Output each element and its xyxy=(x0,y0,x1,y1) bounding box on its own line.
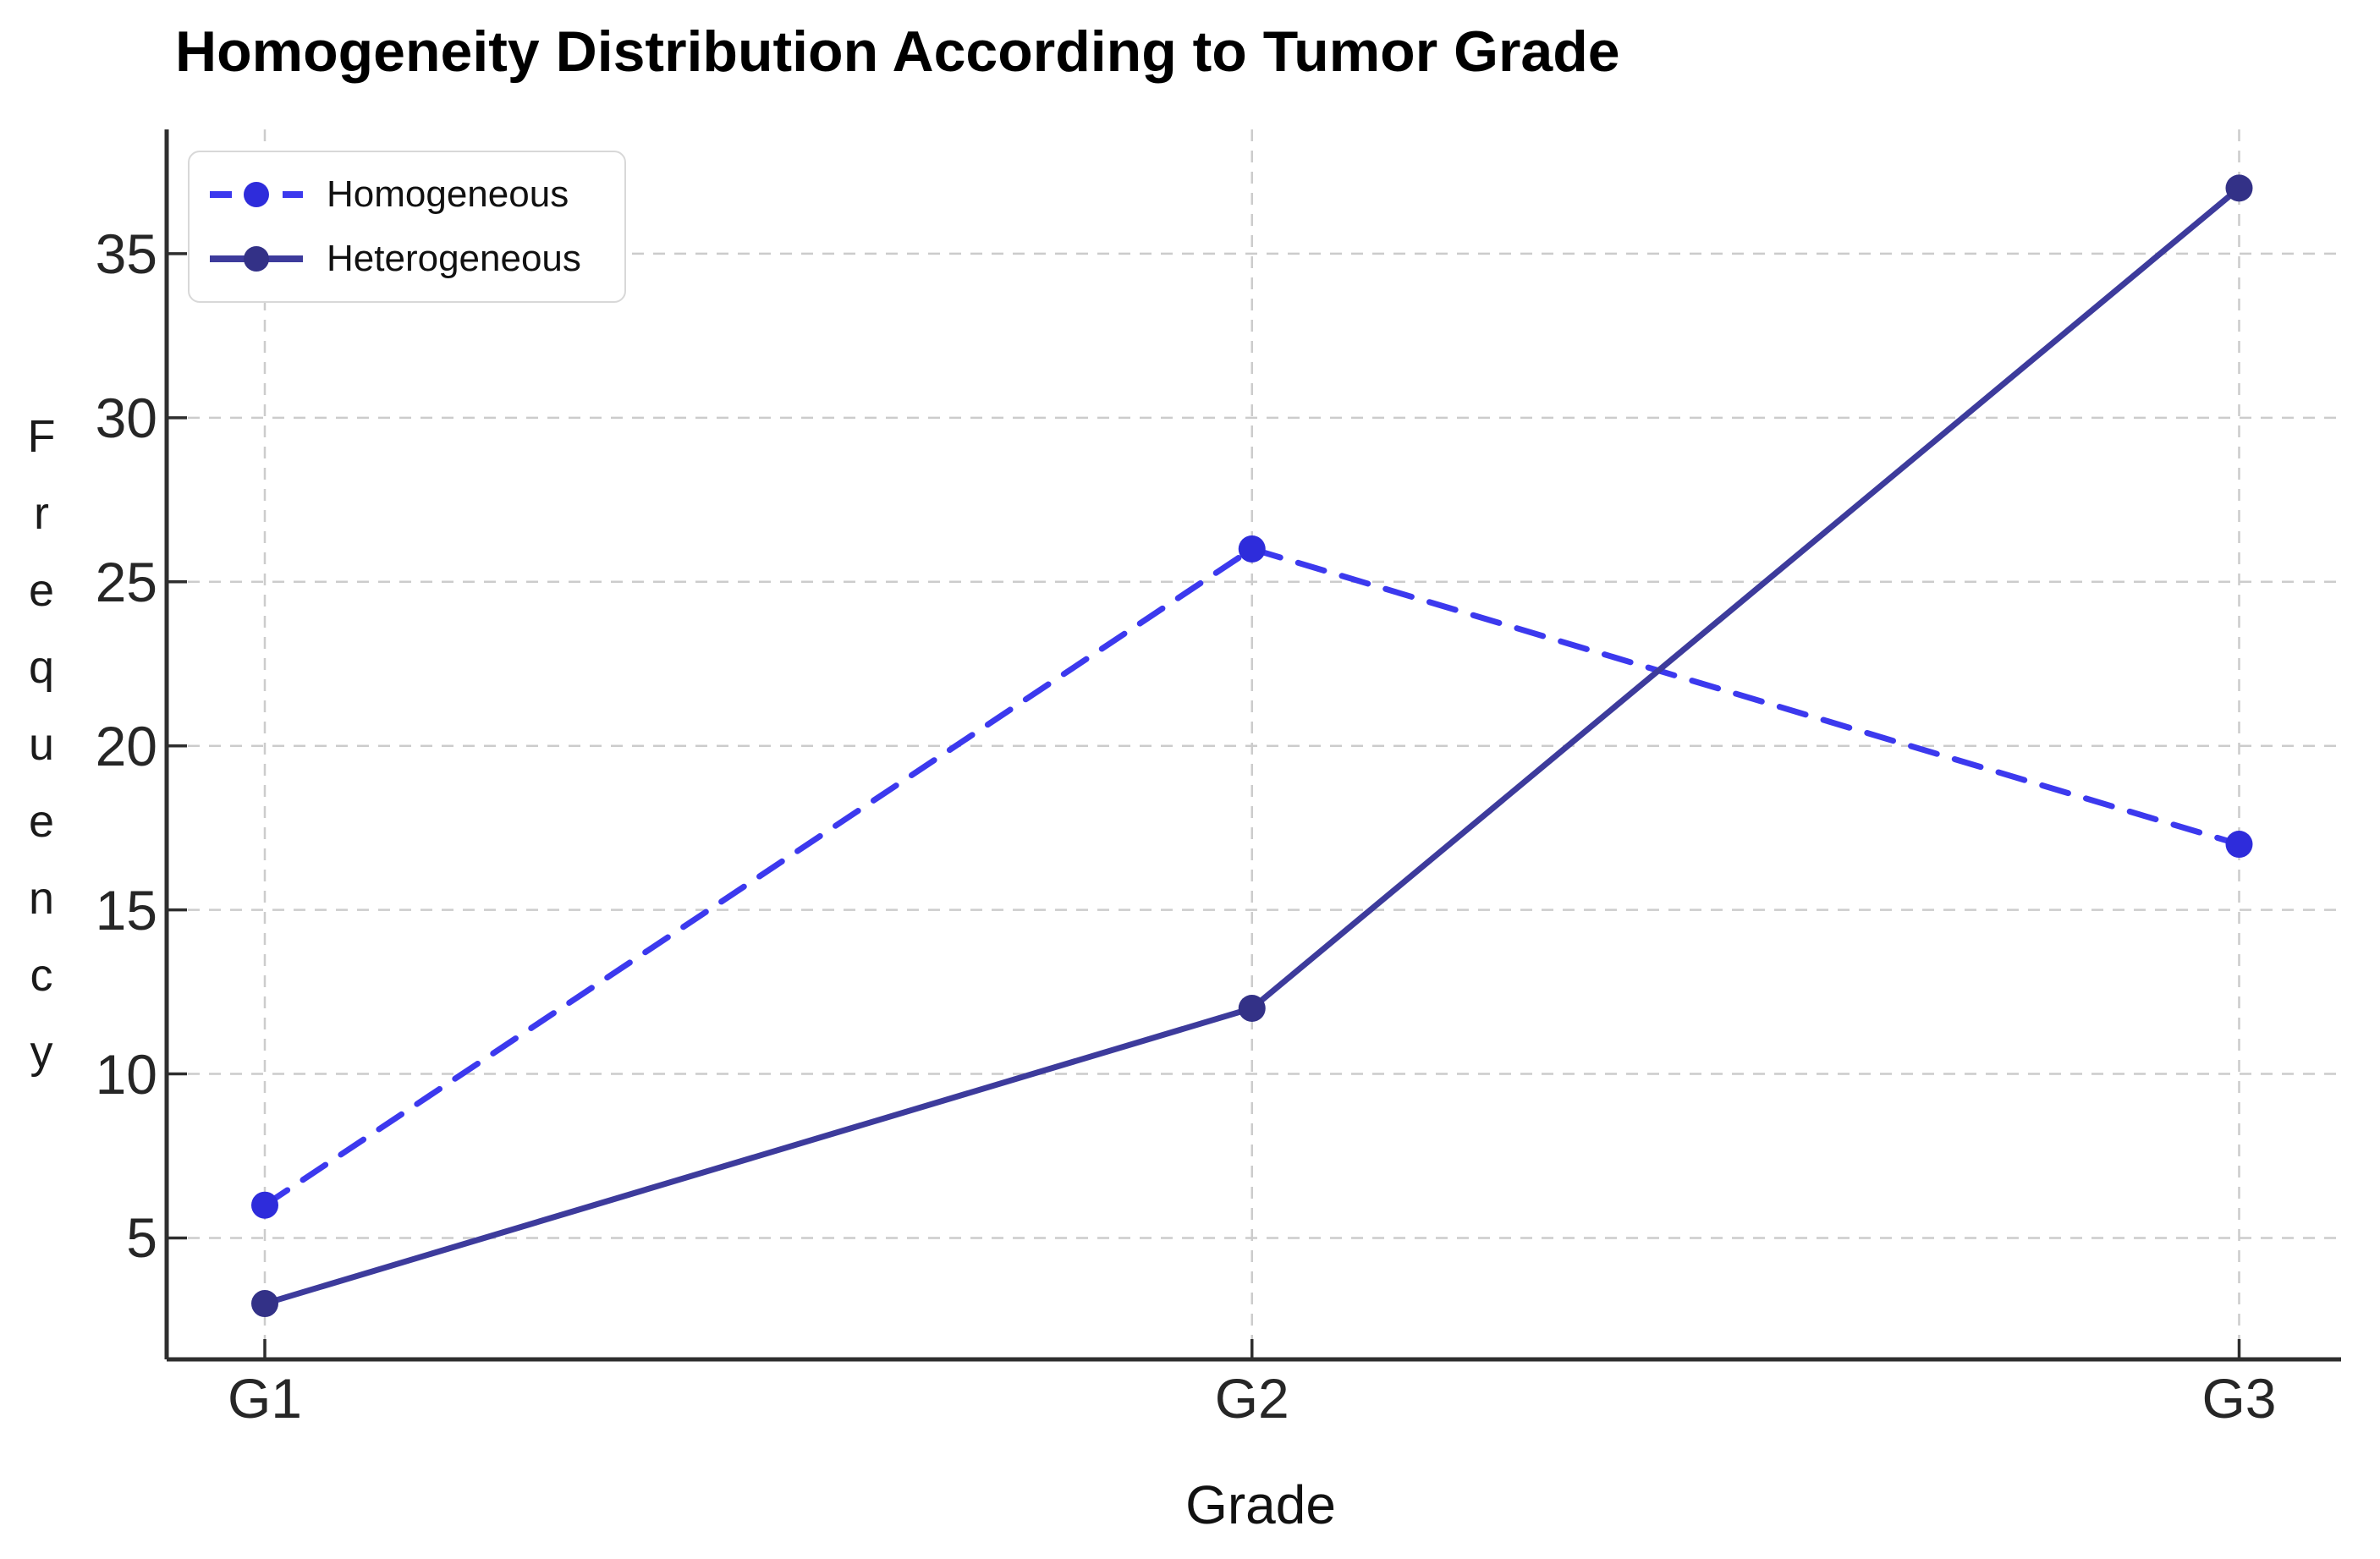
y-axis-label-letter: c xyxy=(30,950,53,1001)
y-tick-label: 20 xyxy=(95,714,157,777)
legend: Homogeneous Heterogeneous xyxy=(188,151,626,303)
y-axis-label-letter: n xyxy=(28,873,55,924)
x-axis-label: Grade xyxy=(1185,1474,1336,1535)
data-point-heterogeneous xyxy=(1238,994,1266,1022)
legend-entry-heterogeneous: Heterogeneous xyxy=(206,232,624,286)
legend-label: Heterogeneous xyxy=(327,238,581,279)
y-tick-label: 5 xyxy=(126,1206,157,1270)
y-axis-label-letter: F xyxy=(27,411,56,462)
y-axis-label-letter: y xyxy=(30,1027,53,1078)
y-axis-label-letter: q xyxy=(28,642,55,693)
data-point-heterogeneous xyxy=(2225,174,2253,202)
chart-title: Homogeneity Distribution According to Tu… xyxy=(175,19,1620,84)
y-tick-label: 30 xyxy=(95,386,157,449)
y-tick-label: 25 xyxy=(95,550,157,613)
y-tick-label: 15 xyxy=(95,878,157,941)
data-point-homogeneous xyxy=(251,1191,278,1219)
data-point-heterogeneous xyxy=(251,1290,278,1318)
data-point-homogeneous xyxy=(1238,535,1266,563)
legend-entry-homogeneous: Homogeneous xyxy=(206,167,624,222)
y-tick-label: 10 xyxy=(95,1042,157,1106)
x-tick-label: G2 xyxy=(1214,1367,1289,1430)
y-axis-label-letter: u xyxy=(28,719,55,770)
dashed-line-dot-marker-icon xyxy=(210,182,303,207)
data-point-homogeneous xyxy=(2225,831,2253,859)
x-tick-label: G3 xyxy=(2201,1367,2277,1430)
y-axis-label-letter: e xyxy=(28,796,55,847)
x-tick-label: G1 xyxy=(227,1367,303,1430)
legend-label: Homogeneous xyxy=(327,173,569,215)
y-tick-label: 35 xyxy=(95,222,157,285)
y-axis-label-letter: r xyxy=(34,488,49,539)
solid-line-dot-marker-icon xyxy=(210,246,303,272)
y-axis-label-letter: e xyxy=(28,565,55,616)
